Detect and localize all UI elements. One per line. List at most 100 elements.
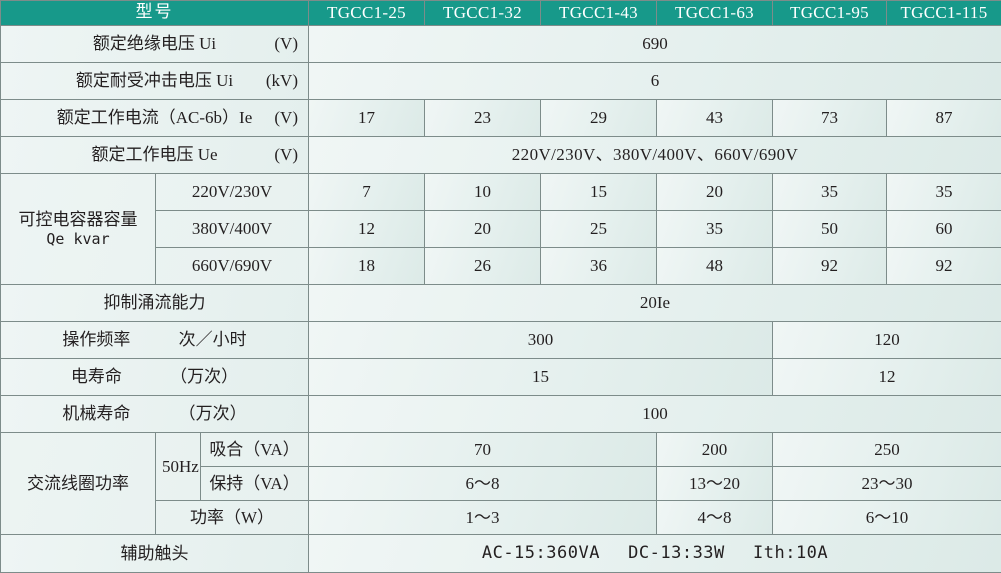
value-capacitor-380-3: 25	[540, 210, 657, 248]
value-working-current-3: 29	[540, 99, 657, 137]
label-coil-watt: 功率（W）	[155, 500, 309, 535]
value-operating-frequency-left: 300	[308, 321, 773, 359]
label-insulation-voltage: 额定绝缘电压 Ui (V)	[0, 25, 309, 63]
label-operating-frequency-text: 操作频率	[62, 330, 131, 350]
row-inrush-suppression: 抑制涌流能力 20Ie	[0, 284, 1001, 322]
label-working-voltage: 额定工作电压 Ue (V)	[0, 136, 309, 174]
value-coil-hold-1: 6～8	[308, 466, 657, 501]
value-impulse-voltage: 6	[308, 62, 1001, 100]
header-model-5: TGCC1-95	[772, 0, 887, 26]
value-capacitor-660-4: 48	[656, 247, 773, 285]
row-electrical-life: 电寿命 （万次） 15 12	[0, 358, 1001, 396]
value-capacitor-220-6: 35	[886, 173, 1001, 211]
label-operating-frequency: 操作频率 次／小时	[0, 321, 309, 359]
label-capacitor-220: 220V/230V	[155, 173, 309, 211]
label-coil-power: 交流线圈功率	[0, 432, 156, 535]
value-capacitor-380-4: 35	[656, 210, 773, 248]
label-electrical-life-text: 电寿命	[70, 367, 122, 387]
value-capacitor-660-6: 92	[886, 247, 1001, 285]
unit-insulation-voltage: (V)	[274, 34, 298, 54]
unit-working-current: (V)	[274, 108, 298, 128]
value-capacitor-660-1: 18	[308, 247, 425, 285]
value-capacitor-220-5: 35	[772, 173, 887, 211]
header-model-6: TGCC1-115	[886, 0, 1001, 26]
label-coil-frequency: 50Hz	[155, 432, 201, 501]
row-auxiliary-contacts: 辅助触头 AC-15:360VA DC-13:33W Ith:10A	[0, 534, 1001, 573]
label-coil-pickup: 吸合（VA）	[200, 432, 309, 467]
header-model-1: TGCC1-25	[308, 0, 425, 26]
value-capacitor-660-3: 36	[540, 247, 657, 285]
label-impulse-voltage-text: 额定耐受冲击电压 Ui	[75, 71, 234, 91]
value-coil-watt-2: 4～8	[656, 500, 773, 535]
label-coil-hold: 保持（VA）	[200, 466, 309, 501]
value-capacitor-380-6: 60	[886, 210, 1001, 248]
header-model-4: TGCC1-63	[656, 0, 773, 26]
header-model-2: TGCC1-32	[424, 0, 541, 26]
value-coil-pickup-3: 250	[772, 432, 1001, 467]
row-working-current: 额定工作电流（AC-6b）Ie (V) 17 23 29 43 73 87	[0, 99, 1001, 137]
value-capacitor-660-2: 26	[424, 247, 541, 285]
value-operating-frequency-right: 120	[772, 321, 1001, 359]
row-working-voltage: 额定工作电压 Ue (V) 220V/230V、380V/400V、660V/6…	[0, 136, 1001, 174]
row-mechanical-life: 机械寿命 （万次） 100	[0, 395, 1001, 433]
label-mechanical-life: 机械寿命 （万次）	[0, 395, 309, 433]
label-working-current: 额定工作电流（AC-6b）Ie (V)	[0, 99, 309, 137]
value-capacitor-380-1: 12	[308, 210, 425, 248]
header-model-label: 型号	[0, 0, 309, 26]
row-coil-power-pickup: 交流线圈功率 50Hz 吸合（VA） 70 200 250	[0, 432, 1001, 535]
value-working-current-2: 23	[424, 99, 541, 137]
row-coil-power-hold: 保持（VA） 6～8 13～20 23～30	[1, 466, 1001, 501]
value-working-current-1: 17	[308, 99, 425, 137]
value-capacitor-380-2: 20	[424, 210, 541, 248]
value-electrical-life-right: 12	[772, 358, 1001, 396]
label-working-current-text: 额定工作电流（AC-6b）Ie	[56, 108, 253, 128]
table-header-row: 型号 TGCC1-25 TGCC1-32 TGCC1-43 TGCC1-63 T…	[0, 0, 1001, 26]
label-capacitor-capacity-line1: 可控电容器容量	[18, 210, 138, 229]
value-coil-watt-1: 1～3	[308, 500, 657, 535]
unit-working-voltage: (V)	[274, 145, 298, 165]
value-capacitor-220-1: 7	[308, 173, 425, 211]
row-capacitor-capacity-660: 660V/690V 18 26 36 48 92 92	[1, 247, 1001, 285]
value-mechanical-life: 100	[308, 395, 1001, 433]
row-capacitor-capacity-220: 可控电容器容量 Qe kvar 220V/230V 7 10 15 20 35 …	[0, 173, 1001, 285]
label-impulse-voltage: 额定耐受冲击电压 Ui (kV)	[0, 62, 309, 100]
label-inrush-suppression: 抑制涌流能力	[0, 284, 309, 322]
value-auxiliary-contacts: AC-15:360VA DC-13:33W Ith:10A	[308, 534, 1001, 573]
value-coil-watt-3: 6～10	[772, 500, 1001, 535]
value-coil-pickup-2: 200	[656, 432, 773, 467]
label-capacitor-380: 380V/400V	[155, 210, 309, 248]
label-capacitor-660: 660V/690V	[155, 247, 309, 285]
value-coil-pickup-1: 70	[308, 432, 657, 467]
value-inrush-suppression: 20Ie	[308, 284, 1001, 322]
label-insulation-voltage-text: 额定绝缘电压 Ui	[92, 34, 217, 54]
value-capacitor-380-5: 50	[772, 210, 887, 248]
unit-mechanical-life: （万次）	[178, 404, 247, 424]
value-working-current-5: 73	[772, 99, 887, 137]
unit-operating-frequency: 次／小时	[178, 330, 247, 350]
header-model-3: TGCC1-43	[540, 0, 657, 26]
value-capacitor-660-5: 92	[772, 247, 887, 285]
value-working-current-6: 87	[886, 99, 1001, 137]
value-capacitor-220-3: 15	[540, 173, 657, 211]
value-working-voltage: 220V/230V、380V/400V、660V/690V	[308, 136, 1001, 174]
label-working-voltage-text: 额定工作电压 Ue	[91, 145, 218, 165]
label-electrical-life: 电寿命 （万次）	[0, 358, 309, 396]
value-capacitor-220-4: 20	[656, 173, 773, 211]
row-impulse-voltage: 额定耐受冲击电压 Ui (kV) 6	[0, 62, 1001, 100]
row-operating-frequency: 操作频率 次／小时 300 120	[0, 321, 1001, 359]
label-capacitor-capacity: 可控电容器容量 Qe kvar	[0, 173, 156, 285]
label-mechanical-life-text: 机械寿命	[62, 404, 131, 424]
value-insulation-voltage: 690	[308, 25, 1001, 63]
label-auxiliary-contacts: 辅助触头	[0, 534, 309, 573]
value-electrical-life-left: 15	[308, 358, 773, 396]
unit-electrical-life: （万次）	[170, 367, 239, 387]
value-coil-hold-3: 23～30	[772, 466, 1001, 501]
label-capacitor-capacity-line2: Qe kvar	[46, 230, 110, 249]
value-working-current-4: 43	[656, 99, 773, 137]
row-coil-power-watt: 功率（W） 1～3 4～8 6～10	[1, 500, 1001, 535]
value-coil-hold-2: 13～20	[656, 466, 773, 501]
unit-impulse-voltage: (kV)	[265, 71, 298, 91]
row-capacitor-capacity-380: 380V/400V 12 20 25 35 50 60	[1, 210, 1001, 248]
row-insulation-voltage: 额定绝缘电压 Ui (V) 690	[0, 25, 1001, 63]
